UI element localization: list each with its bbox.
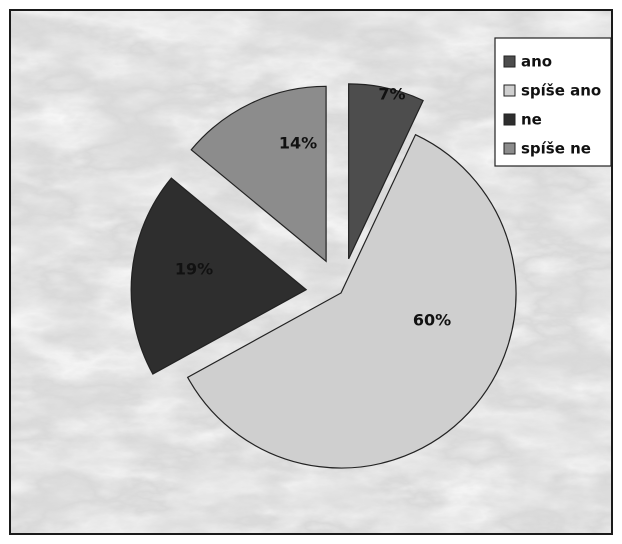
pie-slice-ano bbox=[348, 83, 424, 260]
legend-swatch-spíše-ano bbox=[503, 84, 516, 97]
legend-label-ano: ano bbox=[521, 53, 552, 71]
chart-frame: 7% 60% 19% 14% ano spíše ano ne spíše ne bbox=[9, 9, 613, 535]
legend-swatch-ne bbox=[503, 113, 516, 126]
pie-chart: 7% 60% 19% 14% ano spíše ano ne spíše ne bbox=[11, 11, 611, 533]
legend-swatch-ano bbox=[503, 55, 516, 68]
legend-label-ne: ne bbox=[521, 111, 542, 129]
slice-label-spíše-ano: 60% bbox=[413, 311, 451, 330]
legend: ano spíše ano ne spíše ne bbox=[494, 37, 611, 167]
legend-label-spíše-ano: spíše ano bbox=[521, 82, 601, 100]
pie-slice-spíše-ne bbox=[190, 85, 327, 263]
slice-label-spíše-ne: 14% bbox=[279, 134, 317, 153]
slice-label-ne: 19% bbox=[175, 260, 213, 279]
pie-slice-spíše-ano bbox=[186, 133, 517, 469]
slice-label-ano: 7% bbox=[378, 85, 405, 104]
legend-swatch-spíše-ne bbox=[503, 142, 516, 155]
pie-slice-ne bbox=[130, 177, 308, 375]
legend-label-spíše-ne: spíše ne bbox=[521, 140, 591, 158]
